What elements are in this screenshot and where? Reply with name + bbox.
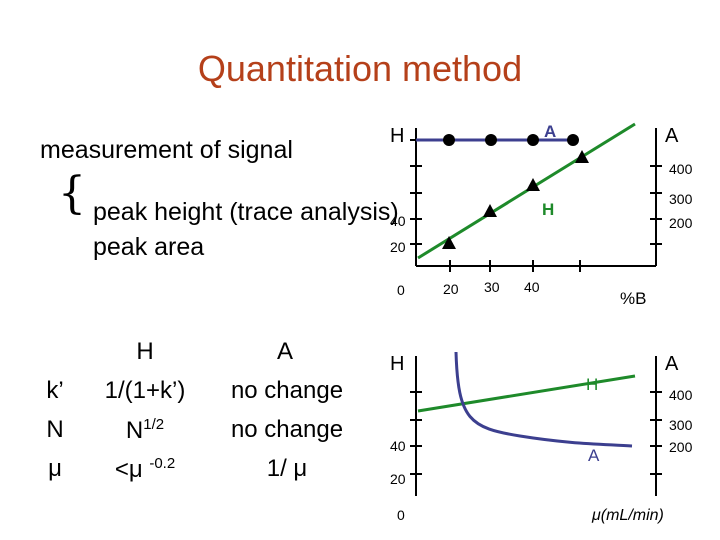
signal-item-peak-height: peak height (trace analysis): [93, 198, 399, 226]
x-axis-label: %B: [620, 289, 646, 308]
table-row-label: μ: [48, 455, 62, 482]
series-a-point: [443, 134, 455, 146]
table-cell-a: no change: [230, 416, 344, 443]
table-row-label: k’: [46, 377, 64, 404]
series-h-line: [417, 374, 636, 413]
series-a-label: A: [544, 122, 556, 141]
right-tick-label: 400: [669, 387, 693, 403]
left-tick-label: 0: [397, 507, 405, 523]
left-tick-label: 20: [390, 471, 406, 487]
series-h-label: H: [542, 200, 554, 219]
left-tick-label: 20: [390, 239, 406, 255]
signal-item-peak-area: peak area: [93, 233, 205, 261]
x-tick-label: 40: [524, 279, 540, 295]
signal-heading: measurement of signal: [40, 136, 293, 164]
x-tick-label: 20: [443, 281, 459, 297]
brace-symbol: {: [58, 168, 86, 219]
left-axis-title: H: [390, 353, 404, 375]
left-tick-label: 0: [397, 282, 405, 298]
series-h-point: [442, 236, 456, 249]
right-tick-label: 300: [669, 191, 693, 207]
table-cell-a: no change: [230, 377, 344, 404]
table-cell-h: N1/2: [125, 416, 165, 444]
slide-title: Quantitation method: [197, 48, 523, 89]
left-axis-title: H: [390, 125, 404, 147]
series-h-point: [526, 178, 540, 191]
right-tick-label: 200: [669, 439, 693, 455]
series-h-label: H: [586, 375, 598, 394]
series-h-point: [575, 150, 589, 163]
series-a-point: [527, 134, 539, 146]
x-axis-label: μ(mL/min): [591, 507, 664, 524]
series-a-point: [567, 134, 579, 146]
series-a-point: [485, 134, 497, 146]
series-a-label: A: [588, 446, 600, 465]
table-cell-h: <μ -0.2: [114, 455, 176, 483]
x-tick-label: 30: [484, 279, 500, 295]
right-tick-label: 200: [669, 215, 693, 231]
right-axis-title: A: [665, 125, 679, 147]
right-tick-label: 400: [669, 161, 693, 177]
right-tick-label: 300: [669, 417, 693, 433]
left-tick-label: 40: [390, 213, 406, 229]
series-a-curve: [454, 351, 633, 448]
table-header-h: H: [136, 338, 154, 365]
table-cell-a: 1/ μ: [266, 455, 308, 482]
table-row-label: N: [46, 416, 64, 443]
right-axis-title: A: [665, 353, 679, 375]
table-cell-h: 1/(1+k’): [104, 377, 186, 404]
left-tick-label: 40: [390, 438, 406, 454]
series-h-point: [483, 204, 497, 217]
table-header-a: A: [276, 338, 293, 365]
